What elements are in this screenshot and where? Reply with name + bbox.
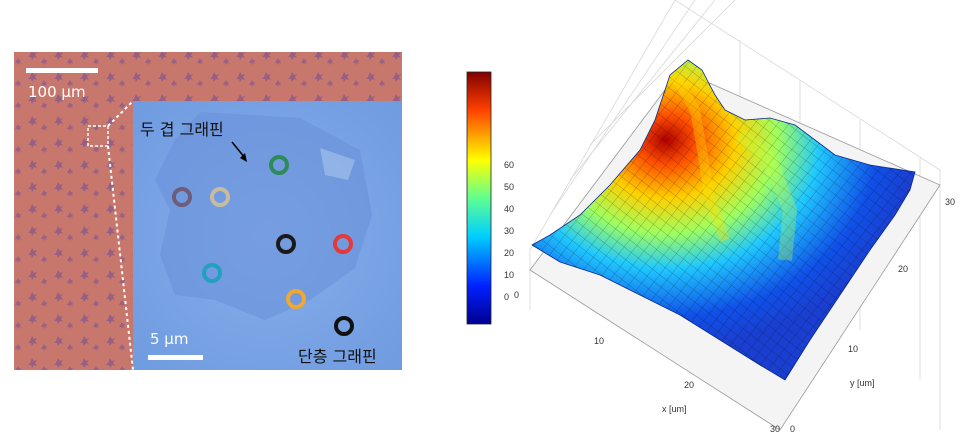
colorbar-ticks: 0 10 20 30 40 50 60 — [504, 160, 514, 302]
graphene-flake-region — [155, 112, 372, 320]
marker-beige — [210, 187, 230, 207]
optical-micrograph: 100 μm 5 μm 두 겹 그래핀 단층 그래핀 — [14, 52, 402, 371]
marker-black-center — [276, 234, 296, 254]
y-tick-30: 30 — [945, 197, 955, 207]
zoom-box — [87, 125, 109, 147]
label-single-layer: 단층 그래핀 — [298, 347, 377, 366]
marker-green — [269, 155, 289, 175]
zoom-line-bottom — [107, 145, 134, 371]
colorbar-tick-30: 30 — [504, 226, 514, 236]
marker-purple — [172, 187, 192, 207]
colorbar-tick-60: 60 — [504, 160, 514, 170]
x-tick-10: 10 — [594, 336, 604, 346]
colorbar-tick-0: 0 — [504, 292, 509, 302]
y-tick-20: 20 — [898, 264, 908, 274]
marker-rings — [172, 155, 354, 336]
y-tick-10: 10 — [848, 344, 858, 354]
label-double-layer: 두 겹 그래핀 — [140, 120, 224, 139]
marker-red — [333, 234, 353, 254]
surface-plot: 0 10 20 30 40 50 60 0 10 20 30 x [um] 0 … — [466, 0, 955, 434]
x-axis-ticks: 0 10 20 30 — [514, 290, 780, 434]
x-tick-30: 30 — [770, 424, 780, 434]
marker-orange — [286, 289, 306, 309]
marker-black-legend — [334, 316, 354, 336]
x-tick-20: 20 — [684, 380, 694, 390]
colorbar-tick-20: 20 — [504, 248, 514, 258]
colorbar-tick-10: 10 — [504, 270, 514, 280]
scale-bar-large — [26, 68, 98, 73]
marker-cyan — [202, 263, 222, 283]
x-axis-label: x [um] — [662, 404, 687, 414]
x-tick-0: 0 — [514, 290, 519, 300]
scale-bar-small — [148, 355, 203, 360]
colorbar — [466, 71, 492, 325]
y-tick-0: 0 — [790, 424, 795, 434]
y-axis-ticks: 0 10 20 30 — [790, 197, 955, 434]
y-axis-label: y [um] — [850, 378, 875, 388]
colorbar-tick-50: 50 — [504, 182, 514, 192]
surface-ridge — [670, 72, 730, 242]
scale-label-large: 100 μm — [28, 83, 86, 101]
scale-label-small: 5 μm — [150, 330, 188, 348]
colorbar-tick-40: 40 — [504, 204, 514, 214]
